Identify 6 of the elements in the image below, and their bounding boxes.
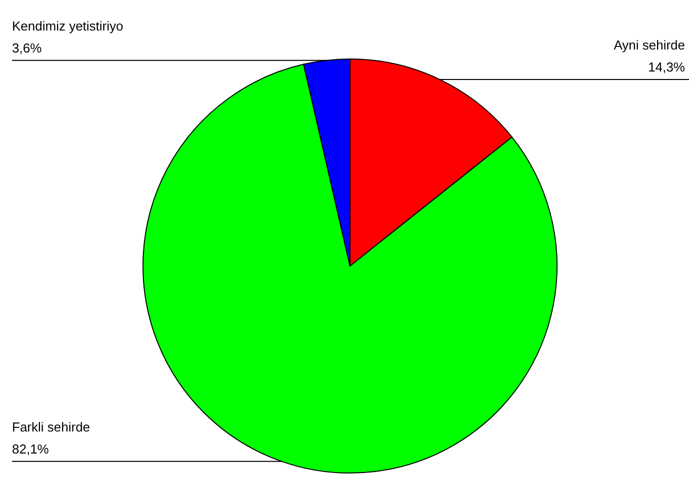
data-label: 3,6% [12,40,42,56]
data-label: 14,3% [648,60,686,75]
data-label: 82,1% [12,441,50,456]
slice-label: Ayni sehirde [614,38,685,53]
slice-label: Farkli sehirde [12,419,90,434]
slice-label: Kendimiz yetistiriyo [12,18,124,34]
